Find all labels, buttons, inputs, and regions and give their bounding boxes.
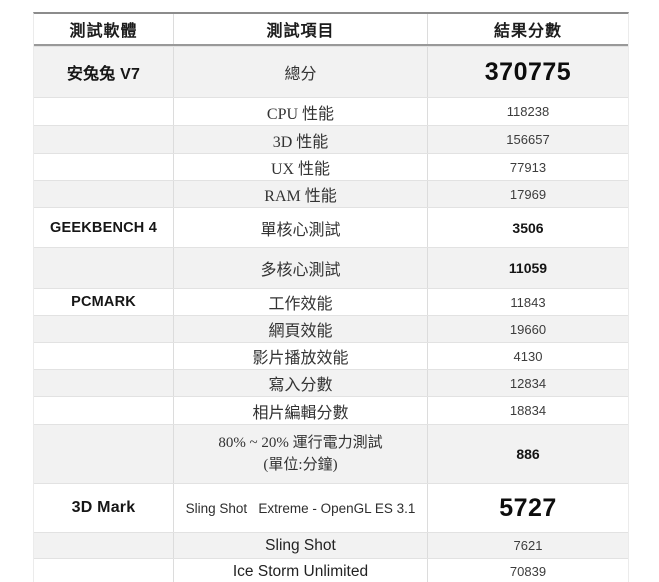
item-cell: UX 性能 bbox=[174, 154, 428, 180]
score-cell: 70839 bbox=[509, 564, 547, 579]
software-cell bbox=[34, 316, 174, 342]
score-cell: 11843 bbox=[510, 294, 546, 310]
col-header-result-score: 結果分數 bbox=[493, 23, 562, 40]
item-cell: 總分 bbox=[174, 47, 428, 97]
score-cell: 11059 bbox=[508, 260, 548, 276]
score-cell: 5727 bbox=[499, 493, 557, 522]
item-cell: Sling Shot Extreme - OpenGL ES 3.1 bbox=[174, 484, 428, 532]
col-header-test-item: 測試項目 bbox=[174, 14, 428, 44]
item-cell: 工作效能 bbox=[174, 289, 428, 315]
item-cell: 80% ~ 20% 運行電力測試 (單位:分鐘) bbox=[174, 425, 428, 483]
table: 測試軟體 測試項目 結果分數 安兔兔 V7 總分 370775 CPU 性能 1… bbox=[33, 12, 629, 582]
item-cell: 網頁效能 bbox=[174, 316, 428, 342]
item-cell: 寫入分數 bbox=[174, 370, 428, 396]
table-row-3d: 3D 性能 156657 bbox=[34, 125, 628, 153]
table-row-geekbench-single: GEEKBENCH 4 單核心測試 3506 bbox=[34, 207, 628, 247]
table-row-slingshot: Sling Shot 7621 bbox=[34, 532, 628, 558]
table-row-write: 寫入分數 12834 bbox=[34, 369, 628, 396]
item-cell: CPU 性能 bbox=[174, 98, 428, 125]
score-cell: 17969 bbox=[509, 186, 547, 202]
table-row-web: 網頁效能 19660 bbox=[34, 315, 628, 342]
software-cell bbox=[34, 397, 174, 424]
score-cell: 4130 bbox=[513, 348, 543, 364]
table-row-ram: RAM 性能 17969 bbox=[34, 180, 628, 207]
software-cell: PCMARK bbox=[34, 289, 174, 315]
table-row-photo-edit: 相片編輯分數 18834 bbox=[34, 396, 628, 424]
score-cell: 77913 bbox=[509, 159, 547, 175]
score-cell: 370775 bbox=[484, 57, 572, 86]
software-cell bbox=[34, 126, 174, 153]
battery-test-unit: (單位:分鐘) bbox=[263, 457, 338, 473]
item-cell: 3D 性能 bbox=[174, 126, 428, 153]
software-cell bbox=[34, 343, 174, 369]
score-cell: 156657 bbox=[506, 132, 550, 147]
score-cell: 886 bbox=[516, 446, 540, 462]
software-cell bbox=[34, 559, 174, 582]
score-cell: 7621 bbox=[513, 538, 543, 553]
software-cell bbox=[34, 425, 174, 483]
software-cell bbox=[34, 181, 174, 207]
table-row-battery: 80% ~ 20% 運行電力測試 (單位:分鐘) 886 bbox=[34, 424, 628, 483]
software-cell: 安兔兔 V7 bbox=[34, 47, 174, 97]
score-cell: 12834 bbox=[509, 375, 547, 391]
table-header-row: 測試軟體 測試項目 結果分數 bbox=[34, 14, 628, 46]
table-row-3dmark-slingshot-extreme: 3D Mark Sling Shot Extreme - OpenGL ES 3… bbox=[34, 483, 628, 532]
software-cell bbox=[34, 533, 174, 558]
battery-test-label: 80% ~ 20% 運行電力測試 bbox=[218, 434, 383, 451]
score-cell: 118238 bbox=[506, 104, 550, 119]
table-row-video: 影片播放效能 4130 bbox=[34, 342, 628, 369]
item-cell: 相片編輯分數 bbox=[174, 397, 428, 424]
item-cell: 影片播放效能 bbox=[174, 343, 428, 369]
item-cell: Sling Shot bbox=[174, 533, 428, 558]
software-cell: GEEKBENCH 4 bbox=[34, 208, 174, 247]
item-cell: Ice Storm Unlimited bbox=[174, 559, 428, 582]
software-cell bbox=[34, 370, 174, 396]
software-cell bbox=[34, 154, 174, 180]
item-cell: 多核心測試 bbox=[174, 248, 428, 288]
software-cell bbox=[34, 248, 174, 288]
score-cell: 18834 bbox=[509, 403, 547, 418]
table-row-cpu: CPU 性能 118238 bbox=[34, 97, 628, 125]
score-cell: 3506 bbox=[512, 219, 544, 236]
score-cell: 19660 bbox=[509, 321, 547, 337]
table-row-pcmark-work: PCMARK 工作效能 11843 bbox=[34, 288, 628, 315]
software-cell: 3D Mark bbox=[34, 484, 174, 532]
item-cell: RAM 性能 bbox=[174, 181, 428, 207]
table-row-icestorm: Ice Storm Unlimited 70839 bbox=[34, 558, 628, 582]
table-row-antutu-total: 安兔兔 V7 總分 370775 bbox=[34, 46, 628, 97]
col-header-test-software: 測試軟體 bbox=[34, 14, 174, 44]
table-row-ux: UX 性能 77913 bbox=[34, 153, 628, 180]
item-cell: 單核心測試 bbox=[174, 208, 428, 247]
software-cell bbox=[34, 98, 174, 125]
table-row-geekbench-multi: 多核心測試 11059 bbox=[34, 247, 628, 288]
